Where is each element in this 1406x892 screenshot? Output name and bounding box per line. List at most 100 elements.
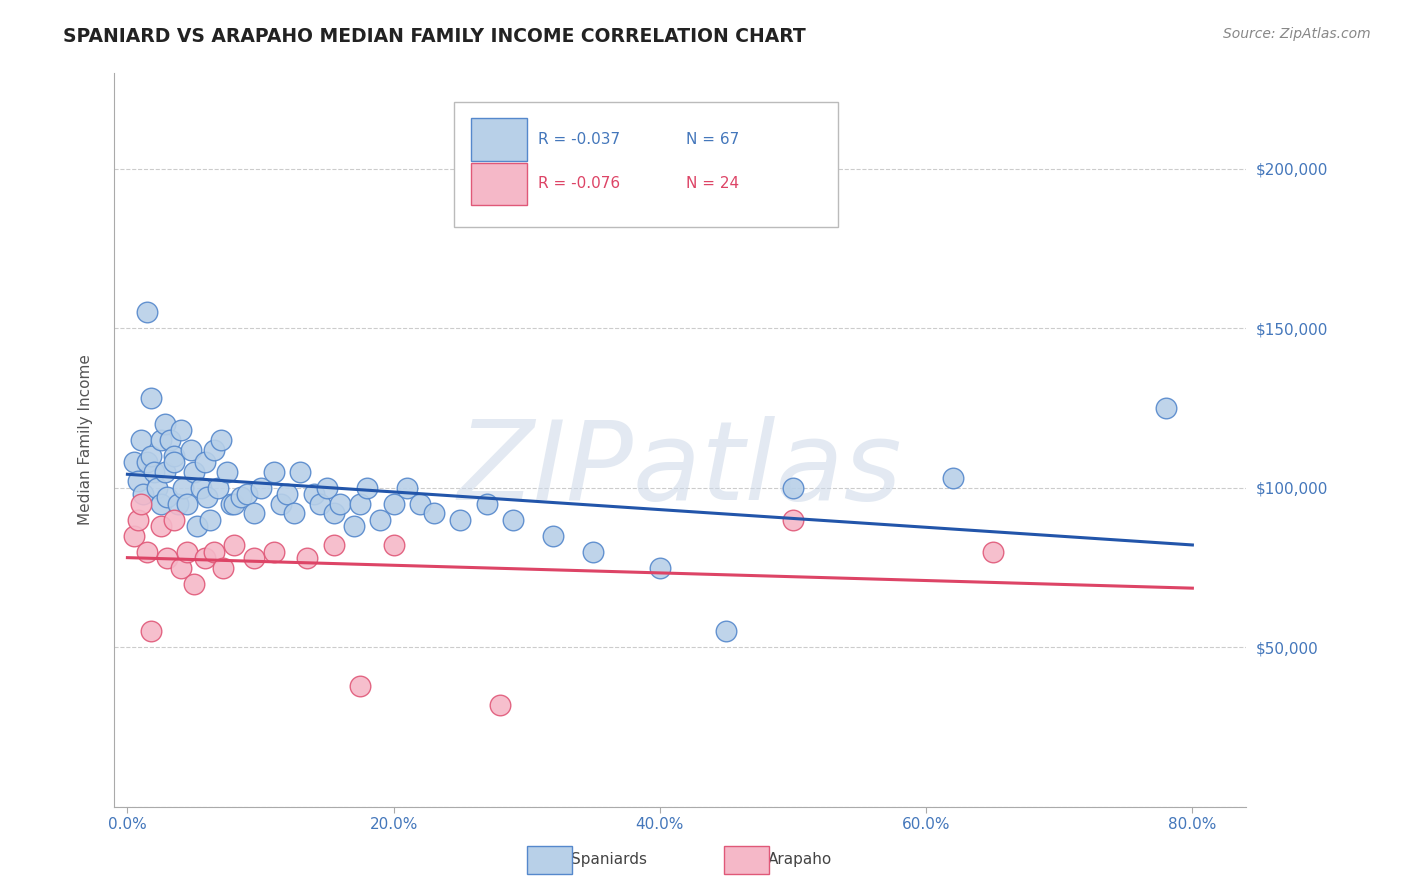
Point — [263, 465, 285, 479]
Text: Spaniards: Spaniards — [571, 853, 647, 867]
Point — [229, 491, 252, 505]
Point — [167, 497, 190, 511]
Point — [159, 433, 181, 447]
Point — [648, 560, 671, 574]
Point — [343, 519, 366, 533]
Point — [276, 487, 298, 501]
Point — [295, 551, 318, 566]
Point — [349, 679, 371, 693]
Point — [172, 481, 194, 495]
Point — [190, 481, 212, 495]
Point — [395, 481, 418, 495]
Point — [502, 513, 524, 527]
Point — [127, 475, 149, 489]
Point — [163, 449, 186, 463]
Point — [322, 538, 344, 552]
Text: Arapaho: Arapaho — [768, 853, 832, 867]
Point — [212, 560, 235, 574]
Point — [176, 497, 198, 511]
Point — [782, 481, 804, 495]
Point — [136, 305, 159, 319]
Point — [169, 560, 191, 574]
Point — [309, 497, 332, 511]
Point — [129, 433, 152, 447]
Point — [782, 513, 804, 527]
Point — [149, 519, 172, 533]
Text: N = 67: N = 67 — [686, 132, 738, 147]
Point — [132, 487, 155, 501]
Point — [409, 497, 432, 511]
Point — [153, 465, 176, 479]
Point — [169, 424, 191, 438]
Point — [198, 513, 221, 527]
Point — [382, 497, 405, 511]
FancyBboxPatch shape — [471, 119, 527, 161]
Point — [243, 551, 266, 566]
Point — [145, 481, 167, 495]
Point — [329, 497, 352, 511]
Point — [207, 481, 229, 495]
Point — [149, 497, 172, 511]
Point — [349, 497, 371, 511]
Point — [122, 455, 145, 469]
Point — [222, 538, 245, 552]
Point — [136, 455, 159, 469]
Point — [263, 544, 285, 558]
Point — [249, 481, 271, 495]
Point — [149, 433, 172, 447]
FancyBboxPatch shape — [471, 162, 527, 205]
Point — [283, 507, 305, 521]
Point — [302, 487, 325, 501]
Text: N = 24: N = 24 — [686, 177, 738, 191]
Point — [129, 497, 152, 511]
Point — [180, 442, 202, 457]
Point — [316, 481, 339, 495]
Point — [981, 544, 1004, 558]
Point — [176, 544, 198, 558]
Point — [1154, 401, 1177, 415]
Point — [219, 497, 242, 511]
Point — [290, 465, 312, 479]
Point — [217, 465, 239, 479]
Point — [382, 538, 405, 552]
Point — [136, 544, 159, 558]
Point — [163, 455, 186, 469]
Point — [156, 491, 179, 505]
Point — [183, 465, 205, 479]
Point — [156, 551, 179, 566]
Point — [186, 519, 208, 533]
Point — [322, 507, 344, 521]
Point — [582, 544, 605, 558]
Point — [141, 449, 163, 463]
Point — [236, 487, 259, 501]
Point — [489, 698, 512, 712]
Point — [475, 497, 498, 511]
FancyBboxPatch shape — [454, 103, 838, 227]
Text: R = -0.076: R = -0.076 — [538, 177, 620, 191]
Point — [194, 455, 217, 469]
Point — [153, 417, 176, 431]
Point — [141, 624, 163, 639]
Text: SPANIARD VS ARAPAHO MEDIAN FAMILY INCOME CORRELATION CHART: SPANIARD VS ARAPAHO MEDIAN FAMILY INCOME… — [63, 27, 806, 45]
Point — [543, 529, 565, 543]
Text: ZIPatlas: ZIPatlas — [457, 416, 903, 523]
Point — [194, 551, 217, 566]
Point — [202, 442, 225, 457]
Point — [202, 544, 225, 558]
Point — [942, 471, 965, 485]
Point — [122, 529, 145, 543]
Point — [222, 497, 245, 511]
Point — [183, 576, 205, 591]
Point — [270, 497, 292, 511]
Y-axis label: Median Family Income: Median Family Income — [79, 354, 93, 525]
Point — [143, 465, 166, 479]
Point — [716, 624, 738, 639]
Point — [127, 513, 149, 527]
Text: R = -0.037: R = -0.037 — [538, 132, 620, 147]
Text: Source: ZipAtlas.com: Source: ZipAtlas.com — [1223, 27, 1371, 41]
Point — [141, 392, 163, 406]
Point — [422, 507, 444, 521]
Point — [243, 507, 266, 521]
Point — [209, 433, 232, 447]
Point — [195, 491, 218, 505]
